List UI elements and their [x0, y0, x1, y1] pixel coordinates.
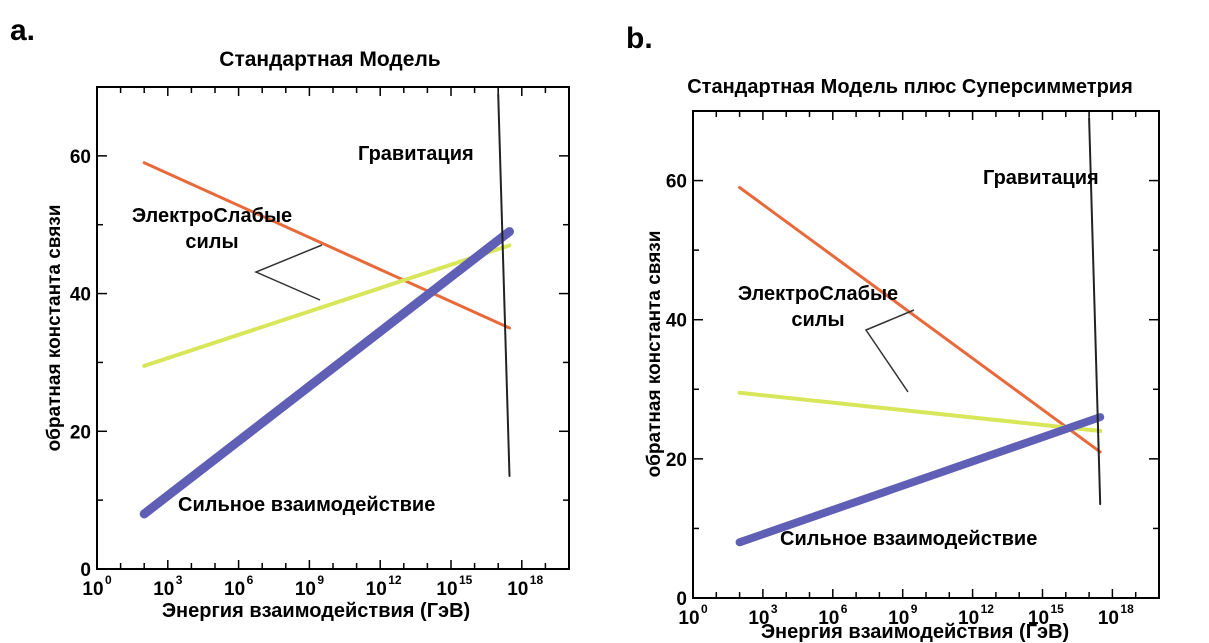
x-tick-label-exponent: 18	[1120, 602, 1134, 616]
panel-a-x-axis-label: Энергия взаимодействия (ГэВ)	[162, 600, 470, 622]
x-tick-label-exponent: 0	[105, 573, 112, 587]
x-tick-label: 10	[748, 608, 769, 629]
panel-a-ticks	[96, 86, 570, 570]
x-tick-label-exponent: 18	[530, 573, 544, 587]
x-tick-label: 10	[888, 608, 909, 629]
series-line-4	[1088, 117, 1102, 506]
series-line-2	[142, 243, 512, 368]
panel-a-y-axis-label: обратная константа связи	[44, 205, 65, 452]
y-tick-label: 20	[666, 450, 687, 471]
panel-b: b. Стандартная Модель плюс Суперсимметри…	[626, 22, 1160, 643]
panel-a-label: a.	[10, 14, 35, 47]
x-tick-label-exponent: 9	[911, 602, 918, 616]
panel-a-electroweak-label-line1: ЭлектроСлабые	[132, 205, 292, 227]
x-tick-label-exponent: 3	[176, 573, 183, 587]
x-tick-label: 10	[436, 579, 457, 600]
x-tick-label-exponent: 12	[388, 573, 402, 587]
panel-a-series	[139, 92, 514, 519]
panel-a-gravity-label: Гравитация	[358, 143, 474, 165]
x-tick-label: 10	[678, 608, 699, 629]
y-tick-label: 40	[70, 285, 91, 306]
panel-b-gravity-label: Гравитация	[983, 167, 1099, 189]
x-tick-label-exponent: 9	[317, 573, 324, 587]
panel-b-x-axis-label: Энергия взаимодействия (ГэВ)	[761, 621, 1069, 643]
panel-a-strong-label: Сильное взаимодействие	[178, 494, 435, 516]
x-tick-label: 10	[153, 579, 174, 600]
panel-b-ticks	[692, 110, 1160, 599]
panel-b-y-axis-label: обратная константа связи	[644, 231, 665, 478]
panel-b-y-tick-labels: 0 20 40 60	[666, 172, 687, 610]
x-tick-label: 10	[1098, 608, 1119, 629]
y-tick-label: 60	[70, 147, 91, 168]
y-tick-label: 20	[70, 422, 91, 443]
y-tick-label: 0	[80, 560, 91, 581]
panel-a-x-tick-labels: 10 0 10 3 10 6 10 9 10 12 10 15 10 18	[82, 573, 543, 600]
series-line-4	[497, 92, 511, 477]
panel-b-strong-label: Сильное взаимодействие	[780, 528, 1037, 550]
series-line-2	[737, 390, 1103, 433]
y-tick-label: 60	[666, 172, 687, 193]
x-tick-label: 10	[818, 608, 839, 629]
x-tick-label: 10	[224, 579, 245, 600]
x-tick-label-exponent: 15	[459, 573, 473, 587]
x-tick-label: 10	[366, 579, 387, 600]
panel-b-electroweak-label-line1: ЭлектроСлабые	[738, 283, 898, 305]
series-line-1	[738, 186, 1102, 454]
panel-b-electroweak-label-line2: силы	[791, 309, 844, 331]
panel-b-title: Стандартная Модель плюс Суперсимметрия	[687, 76, 1133, 98]
x-tick-label-exponent: 6	[247, 573, 254, 587]
x-tick-label: 10	[295, 579, 316, 600]
panel-b-series	[735, 117, 1105, 547]
series-line-1	[142, 161, 511, 330]
panel-b-label: b.	[626, 22, 653, 55]
x-tick-label-exponent: 3	[771, 602, 778, 616]
y-tick-label: 40	[666, 311, 687, 332]
x-tick-label-exponent: 15	[1051, 602, 1065, 616]
x-tick-label: 10	[507, 579, 528, 600]
x-tick-label: 10	[1028, 608, 1049, 629]
panel-b-x-tick-labels: 10 0 10 3 10 6 10 9 10 12 10 15 10 18	[678, 602, 1134, 629]
panel-a-electroweak-label-line2: силы	[185, 231, 238, 253]
y-tick-label: 0	[676, 589, 687, 610]
x-tick-label: 10	[958, 608, 979, 629]
x-tick-label: 10	[82, 579, 103, 600]
series-line-3	[735, 413, 1105, 547]
x-tick-label-exponent: 0	[701, 602, 708, 616]
series-line-3	[139, 227, 514, 519]
panel-a-title: Стандартная Модель	[219, 48, 441, 71]
panel-b-electroweak-pointer	[864, 309, 915, 393]
x-tick-label-exponent: 6	[841, 602, 848, 616]
panel-a-y-tick-labels: 0 20 40 60	[70, 147, 91, 581]
panel-a-electroweak-pointer	[254, 244, 323, 301]
x-tick-label-exponent: 12	[981, 602, 995, 616]
